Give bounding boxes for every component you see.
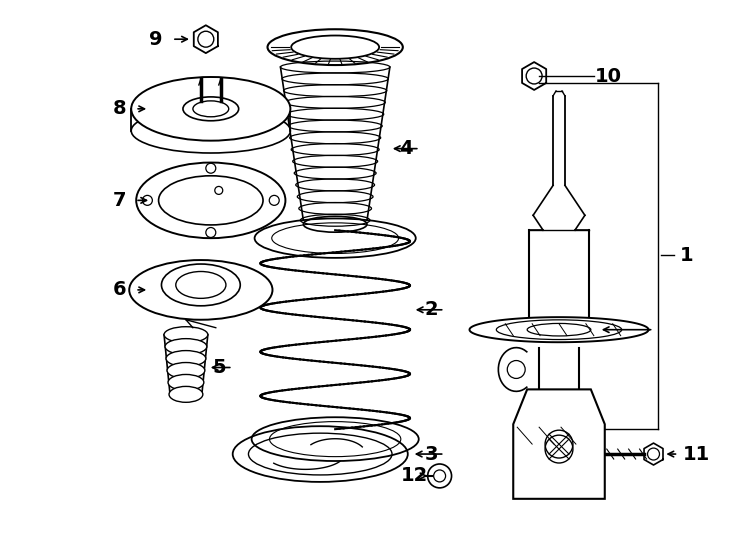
Ellipse shape — [169, 387, 203, 402]
Ellipse shape — [129, 260, 272, 320]
Ellipse shape — [131, 77, 291, 140]
Text: 7: 7 — [112, 191, 126, 210]
Ellipse shape — [164, 327, 208, 342]
Text: 9: 9 — [149, 30, 163, 49]
Text: 5: 5 — [212, 358, 225, 377]
Text: 3: 3 — [425, 444, 438, 463]
Text: 10: 10 — [595, 66, 622, 85]
Text: 12: 12 — [401, 467, 429, 485]
Ellipse shape — [137, 163, 286, 238]
Ellipse shape — [168, 374, 204, 390]
Ellipse shape — [161, 264, 240, 306]
Text: 1: 1 — [680, 246, 693, 265]
Ellipse shape — [131, 109, 291, 153]
Text: 4: 4 — [399, 139, 413, 158]
Ellipse shape — [167, 362, 205, 379]
Text: 11: 11 — [683, 444, 710, 463]
Polygon shape — [513, 389, 605, 499]
Ellipse shape — [166, 350, 206, 367]
Polygon shape — [470, 317, 649, 342]
Text: 8: 8 — [112, 99, 126, 118]
Text: 2: 2 — [425, 300, 438, 319]
Ellipse shape — [165, 339, 207, 355]
Ellipse shape — [183, 97, 239, 121]
Text: 6: 6 — [112, 280, 126, 299]
